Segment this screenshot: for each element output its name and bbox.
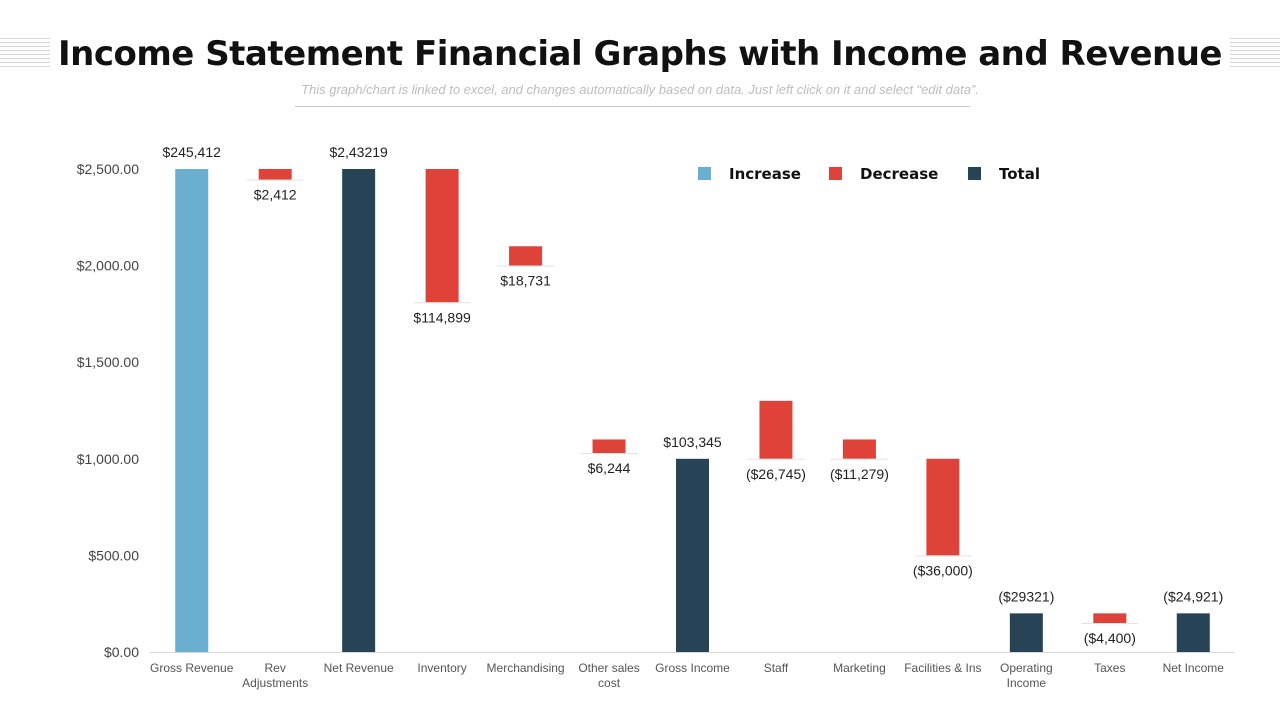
- subtitle-divider: [295, 106, 970, 107]
- x-tick-label: Merchandising: [487, 661, 565, 675]
- data-label: ($4,400): [1084, 630, 1136, 646]
- x-tick-label: Facilities & Ins: [904, 661, 981, 675]
- data-label: $18,731: [500, 273, 551, 289]
- x-tick-label: Operating: [1000, 661, 1053, 675]
- y-tick-label: $1,500.00: [77, 354, 139, 370]
- bar-rev-adjustments: [258, 169, 292, 180]
- x-tick-label: cost: [598, 676, 621, 690]
- x-tick-label: Gross Revenue: [150, 661, 234, 675]
- legend-swatch-increase: [698, 167, 711, 180]
- data-label: $2,43219: [329, 144, 388, 160]
- data-label: ($11,279): [830, 466, 889, 482]
- legend-swatch-total: [968, 167, 981, 180]
- y-tick-label: $1,000.00: [77, 451, 139, 467]
- bar-inventory: [425, 169, 459, 303]
- bar-net-revenue: [342, 169, 376, 652]
- bar-gross-income: [676, 458, 709, 652]
- bar-staff: [759, 400, 793, 459]
- x-tick-label: Marketing: [833, 661, 886, 675]
- bar-taxes: [1093, 613, 1127, 624]
- bar-merchandising: [509, 246, 543, 266]
- data-label: $6,244: [588, 460, 631, 476]
- x-tick-label: Net Revenue: [324, 661, 394, 675]
- x-tick-label: Taxes: [1094, 661, 1125, 675]
- bar-other-sales-cost: [592, 439, 626, 454]
- data-label: ($29321): [998, 588, 1054, 604]
- bar-facilities-ins: [926, 458, 960, 556]
- y-tick-label: $0.00: [104, 644, 139, 660]
- x-tick-label: Adjustments: [242, 676, 308, 690]
- y-tick-label: $2,500.00: [77, 161, 139, 177]
- x-tick-label: Other sales: [578, 661, 639, 675]
- x-tick-label: Income: [1007, 676, 1047, 690]
- bar-net-income: [1176, 613, 1210, 652]
- data-label: ($24,921): [1163, 588, 1223, 604]
- legend-swatch-decrease: [829, 167, 842, 180]
- bar-gross-revenue: [175, 169, 209, 652]
- page-subtitle: This graph/chart is linked to excel, and…: [301, 82, 979, 97]
- y-tick-label: $500.00: [88, 547, 139, 563]
- legend-label-decrease: Decrease: [860, 165, 938, 183]
- data-label: ($26,745): [746, 466, 806, 482]
- y-tick-label: $2,000.00: [77, 258, 139, 274]
- data-label: $2,412: [254, 187, 297, 203]
- legend-label-increase: Increase: [729, 165, 801, 183]
- data-label: $103,345: [663, 434, 722, 450]
- page-title: Income Statement Financial Graphs with I…: [0, 32, 1280, 76]
- x-tick-label: Staff: [764, 661, 789, 675]
- bar-operating-income: [1009, 613, 1043, 652]
- x-tick-label: Net Income: [1163, 661, 1225, 675]
- data-label: $114,899: [413, 309, 471, 325]
- bar-marketing: [842, 439, 876, 459]
- x-tick-label: Gross Income: [655, 661, 730, 675]
- legend-label-total: Total: [999, 165, 1040, 183]
- x-tick-label: Rev: [265, 661, 286, 675]
- x-tick-label: Inventory: [417, 661, 466, 675]
- data-label: ($36,000): [913, 562, 973, 578]
- data-label: $245,412: [163, 144, 222, 160]
